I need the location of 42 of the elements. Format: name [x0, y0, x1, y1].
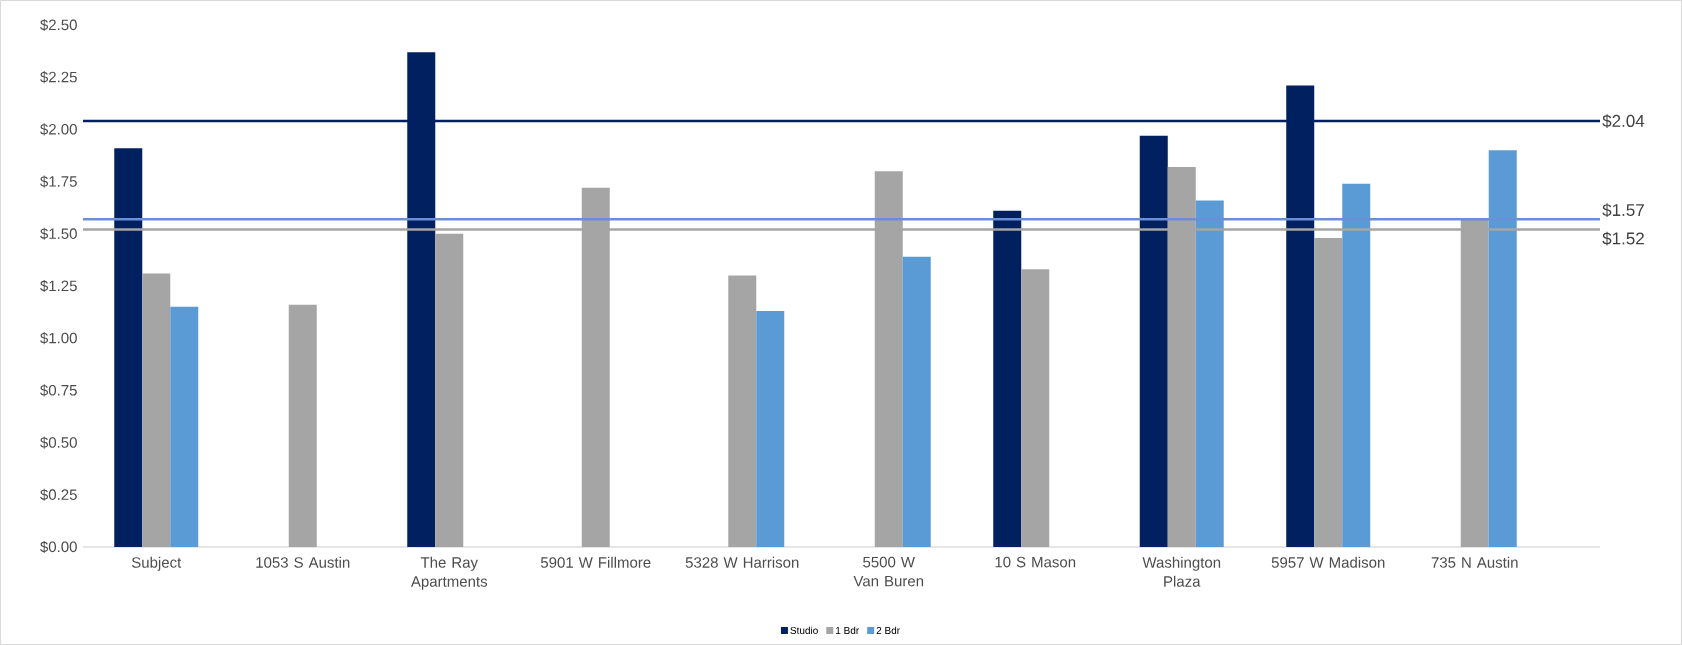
y-tick-label: $0.25: [40, 488, 77, 501]
bar: [1488, 150, 1517, 547]
bar: [902, 256, 931, 547]
bar: [114, 148, 143, 547]
x-tick-label: 5957 W Madison: [1271, 556, 1385, 568]
y-tick-label: $1.75: [40, 175, 77, 188]
y-tick-label: $1.25: [40, 279, 77, 293]
x-tick-label: 10 S Mason: [995, 556, 1076, 568]
y-tick-label: $0.50: [40, 436, 77, 449]
bar: [1021, 269, 1050, 547]
y-tick-label: $2.25: [40, 71, 77, 84]
y-tick-label: $2.00: [40, 123, 77, 136]
bar: [1139, 135, 1168, 547]
ref-line-label: $1.57: [1602, 203, 1644, 218]
legend-label: Studio: [790, 626, 818, 634]
bar: [1342, 183, 1371, 547]
bar: [756, 311, 785, 547]
y-tick-label: $1.00: [40, 332, 77, 345]
bar: [435, 233, 464, 547]
x-tick-label: 735 N Austin: [1431, 556, 1518, 568]
x-tick-label: 1053 S Austin: [256, 556, 350, 568]
x-tick-label: The Ray Apartments: [410, 556, 488, 590]
y-tick-label: $0.00: [40, 540, 77, 554]
x-tick-label: Subject: [131, 556, 182, 571]
bar: [1195, 200, 1224, 547]
x-tick-label: 5500 W Van Buren: [853, 556, 924, 587]
bar: [142, 273, 171, 547]
y-tick-label: $1.50: [40, 227, 77, 240]
bar: [1314, 237, 1343, 547]
y-tick-label: $0.75: [40, 384, 77, 397]
x-tick-label: 5328 W Harrison: [685, 556, 799, 568]
legend-label: 2 Bdr: [876, 626, 900, 634]
legend-label: 1 Bdr: [836, 626, 860, 634]
x-tick-label: Washington Plaza: [1142, 556, 1221, 587]
x-tick-label: 5901 W Fillmore: [540, 556, 651, 568]
y-tick-label: $2.50: [40, 18, 77, 32]
bar: [728, 275, 757, 547]
bar: [993, 210, 1022, 547]
ref-line-label: $2.04: [1602, 114, 1645, 128]
ref-line-label: $1.52: [1602, 231, 1644, 246]
bar: [170, 306, 199, 547]
bar: [288, 304, 317, 547]
